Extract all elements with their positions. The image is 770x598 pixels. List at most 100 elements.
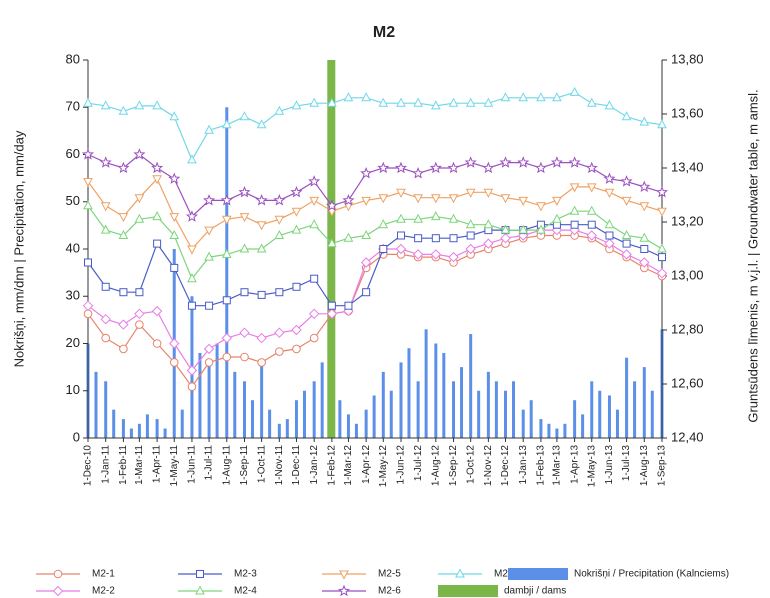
- marker: [203, 343, 215, 355]
- marker: [396, 97, 406, 107]
- x-tick-label: 1-Feb-12: [327, 445, 338, 486]
- marker: [657, 119, 667, 129]
- marker: [134, 308, 145, 320]
- marker: [570, 220, 579, 229]
- marker: [569, 205, 580, 215]
- marker: [309, 219, 320, 229]
- marker: [603, 172, 616, 184]
- marker: [586, 205, 597, 215]
- x-tick-label: 1-Apr-11: [152, 445, 163, 484]
- x-tick-label: 1-May-13: [586, 445, 597, 488]
- marker: [327, 97, 337, 107]
- precipitation-bar: [615, 409, 619, 438]
- marker: [534, 161, 547, 174]
- marker: [53, 569, 63, 579]
- marker: [429, 161, 442, 174]
- marker: [100, 202, 111, 212]
- marker: [656, 268, 668, 279]
- precipitation-bar: [302, 390, 306, 438]
- marker: [552, 92, 562, 102]
- legend-item: M2-7: [438, 568, 517, 580]
- marker: [500, 92, 511, 102]
- precipitation-bar: [424, 329, 428, 438]
- marker: [118, 229, 129, 239]
- legend-label: M2-3: [234, 569, 257, 580]
- x-tick-label: 1-May-12: [378, 445, 389, 488]
- precipitation-bar: [294, 400, 298, 438]
- precipitation-bar: [529, 400, 533, 438]
- marker: [274, 105, 285, 115]
- precipitation-bar: [442, 352, 446, 438]
- dams-band: [327, 60, 336, 438]
- legend-item: Nokrišņi / Precipitation (Kalnciems): [508, 568, 729, 580]
- legend-item: M2-3: [178, 569, 257, 580]
- marker: [378, 97, 389, 107]
- legend-label: M2-7: [494, 569, 517, 580]
- marker: [169, 213, 180, 223]
- marker: [343, 92, 354, 102]
- marker: [308, 308, 320, 320]
- marker: [222, 296, 231, 305]
- x-tick-label: 1-Nov-11: [274, 445, 285, 486]
- precipitation-bar: [155, 419, 159, 438]
- marker: [536, 92, 546, 102]
- marker: [552, 213, 562, 223]
- marker: [569, 86, 580, 96]
- marker: [187, 382, 197, 392]
- marker: [204, 251, 214, 261]
- precipitation-bar: [521, 409, 525, 438]
- marker: [500, 232, 511, 244]
- marker: [187, 273, 197, 283]
- legend-label: Nokrišņi / Precipitation (Kalnciems): [574, 569, 729, 580]
- precipitation-bar: [452, 381, 456, 438]
- marker: [483, 219, 494, 229]
- legend-item: M2-1: [36, 569, 115, 580]
- y-axis-label: Nokrišņi, mm/dnn | Precipitation, mm/day: [11, 130, 26, 367]
- marker: [196, 570, 204, 578]
- marker: [134, 100, 145, 110]
- precipitation-bar: [129, 428, 133, 438]
- marker: [378, 194, 389, 204]
- marker: [396, 213, 406, 223]
- precipitation-bar: [137, 423, 141, 438]
- marker: [447, 161, 460, 174]
- y-tick-label: 70: [66, 99, 80, 114]
- x-tick-label: 1-Mar-12: [343, 445, 354, 486]
- x-tick-label: 1-Aug-12: [430, 445, 441, 487]
- marker: [274, 229, 285, 239]
- precipitation-bar: [346, 414, 350, 438]
- series-line: [87, 91, 663, 162]
- precipitation-bar: [434, 343, 438, 438]
- marker: [465, 97, 476, 107]
- marker: [221, 215, 232, 225]
- x-tick-label: 1-Jun-13: [604, 445, 615, 485]
- marker: [658, 253, 666, 262]
- marker: [638, 180, 651, 193]
- legend-item: M2-6: [322, 584, 401, 597]
- marker: [133, 148, 146, 160]
- marker: [620, 175, 633, 187]
- x-tick-label: 1-Oct-12: [465, 445, 476, 484]
- x-tick-label: 1-Jan-11: [100, 445, 111, 484]
- precipitation-bar: [650, 390, 654, 438]
- marker: [657, 207, 667, 217]
- x-tick-label: 1-Jun-11: [187, 445, 198, 484]
- marker: [430, 100, 441, 110]
- legend-label: M2-1: [92, 569, 115, 580]
- legend-swatch: [438, 585, 498, 597]
- y2-tick-label: 13,00: [671, 267, 704, 282]
- precipitation-bar: [372, 395, 376, 438]
- marker: [377, 161, 390, 174]
- marker: [604, 238, 615, 249]
- x-tick-label: 1-May-11: [169, 445, 180, 487]
- marker: [101, 333, 111, 343]
- marker: [639, 257, 650, 268]
- precipitation-bar: [504, 390, 508, 438]
- marker: [448, 97, 459, 107]
- marker: [448, 194, 459, 204]
- marker: [482, 161, 495, 174]
- marker: [169, 358, 179, 367]
- x-tick-label: 1-Mar-11: [134, 445, 145, 485]
- marker: [239, 213, 250, 223]
